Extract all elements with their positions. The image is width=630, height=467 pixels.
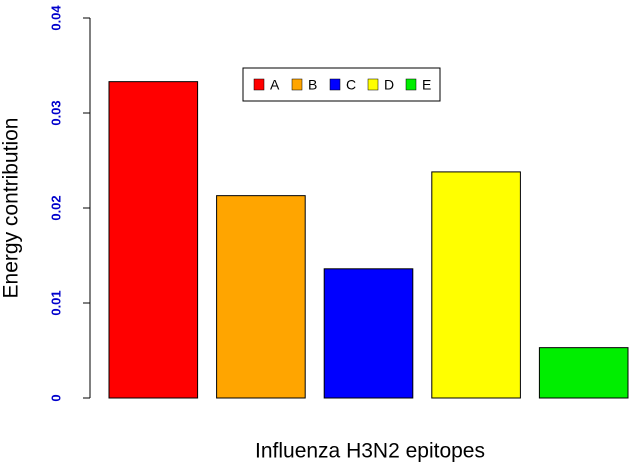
y-tick-label: 0.03 <box>48 100 63 125</box>
bar <box>108 81 199 399</box>
legend: A B C D E <box>242 67 441 102</box>
legend-swatch <box>329 78 341 91</box>
bar <box>538 347 629 399</box>
bar <box>323 268 414 399</box>
legend-swatch <box>291 78 303 91</box>
y-tick-label: 0.02 <box>48 195 63 220</box>
legend-label: B <box>308 77 317 93</box>
legend-label: E <box>422 77 431 93</box>
x-axis-title: Influenza H3N2 epitopes <box>255 440 485 463</box>
bar <box>216 195 306 399</box>
legend-swatch <box>405 78 417 91</box>
y-tick-label: 0.04 <box>48 5 63 31</box>
y-axis-title: Energy contribution <box>0 118 23 299</box>
legend-label: A <box>270 77 280 93</box>
y-tick-label: 0 <box>48 394 63 401</box>
legend-label: C <box>346 77 356 93</box>
legend-swatch <box>253 78 265 91</box>
y-tick-label: 0.01 <box>48 290 63 315</box>
legend-swatch <box>367 78 379 91</box>
bar <box>431 171 521 399</box>
legend-label: D <box>384 77 394 93</box>
